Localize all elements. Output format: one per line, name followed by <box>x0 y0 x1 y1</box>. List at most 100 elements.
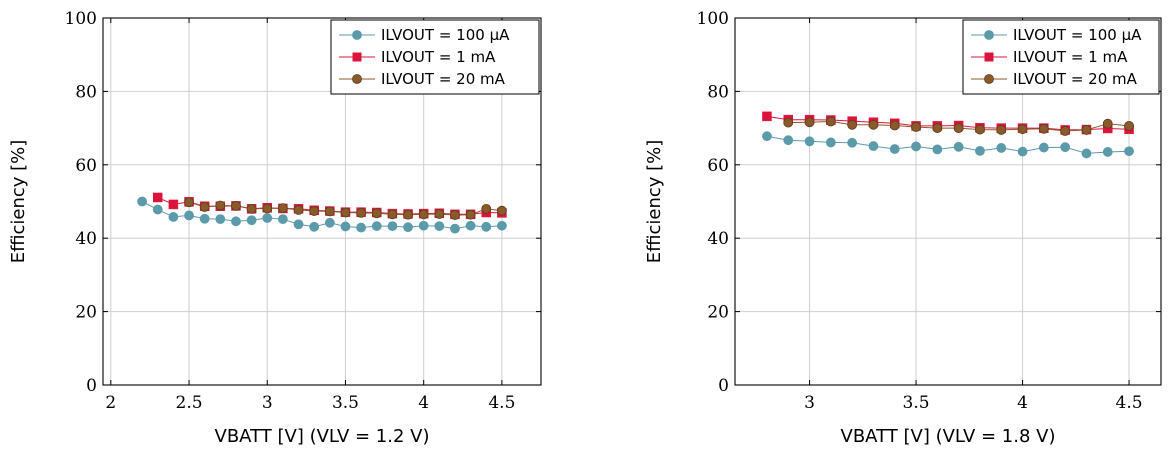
legend-label: ILVOUT = 20 mA <box>1013 70 1138 88</box>
legend-entry: ILVOUT = 20 mA <box>971 70 1138 88</box>
legend-entry: ILVOUT = 1 mA <box>339 48 496 66</box>
series-line <box>766 135 1130 154</box>
data-point <box>246 215 257 226</box>
data-point <box>1017 146 1028 157</box>
series-1 <box>762 111 1134 135</box>
x-tick-label: 4 <box>418 393 429 413</box>
series-0 <box>137 196 507 234</box>
data-point <box>277 203 288 214</box>
data-point <box>783 135 794 146</box>
y-tick-label: 20 <box>707 303 729 323</box>
data-point <box>911 122 921 132</box>
data-point <box>1038 123 1049 134</box>
data-point <box>215 200 226 211</box>
data-point <box>387 209 398 220</box>
data-point <box>450 223 460 234</box>
y-tick-label: 0 <box>86 376 97 396</box>
data-point <box>1081 148 1092 159</box>
data-point <box>868 119 879 130</box>
data-point <box>975 124 985 135</box>
data-point <box>153 192 163 203</box>
data-point <box>1124 146 1134 157</box>
legend-label: ILVOUT = 100 μA <box>381 26 510 44</box>
data-point <box>825 137 836 148</box>
x-tick-label: 3.5 <box>332 393 359 413</box>
data-point <box>168 212 179 222</box>
data-point <box>137 196 148 207</box>
data-point <box>418 209 429 220</box>
legend-entry: ILVOUT = 100 μA <box>971 26 1142 44</box>
x-axis-label: VBATT [V] (VLV = 1.2 V) <box>215 426 430 447</box>
data-point <box>293 219 304 230</box>
x-tick-label: 2.5 <box>176 393 203 413</box>
data-point <box>199 213 210 224</box>
legend-marker <box>984 52 994 62</box>
x-tick-label: 3.5 <box>903 393 930 413</box>
y-tick-label: 40 <box>707 229 729 249</box>
data-point <box>1017 124 1028 135</box>
data-point <box>262 213 273 223</box>
y-tick-label: 20 <box>75 303 97 323</box>
data-point <box>1102 147 1113 157</box>
plot-frame <box>734 17 1162 386</box>
legend-entry: ILVOUT = 1 mA <box>971 48 1128 66</box>
data-point <box>1060 142 1071 153</box>
data-point <box>825 116 836 127</box>
data-point <box>465 209 476 220</box>
data-point <box>293 205 304 215</box>
data-point <box>932 123 943 134</box>
x-tick-label: 2 <box>105 393 116 413</box>
data-point <box>804 117 815 128</box>
legend-marker <box>984 30 994 40</box>
data-point <box>231 201 241 211</box>
data-point <box>215 214 226 225</box>
legend-marker <box>352 30 362 40</box>
data-point <box>847 137 858 148</box>
legend-marker <box>352 74 362 84</box>
data-point <box>996 125 1007 135</box>
data-point <box>762 111 772 122</box>
legend-label: ILVOUT = 20 mA <box>381 70 506 88</box>
data-point <box>403 222 413 233</box>
data-point <box>1038 142 1049 153</box>
series-0 <box>762 131 1134 159</box>
legend-label: ILVOUT = 1 mA <box>1013 48 1128 66</box>
data-point <box>889 120 900 131</box>
legend-marker <box>984 74 994 84</box>
data-point <box>868 141 879 151</box>
data-point <box>953 123 964 134</box>
data-point <box>309 206 320 216</box>
data-point <box>481 203 492 214</box>
y-tick-label: 60 <box>707 156 729 176</box>
plot-frame <box>102 17 542 386</box>
y-tick-label: 60 <box>75 156 97 176</box>
data-point <box>496 220 507 231</box>
data-point <box>340 221 351 232</box>
data-point <box>1081 125 1092 135</box>
data-point <box>309 221 320 232</box>
y-tick-label: 80 <box>75 82 97 102</box>
data-point <box>783 117 794 128</box>
data-point <box>340 207 351 218</box>
legend-entry: ILVOUT = 20 mA <box>339 70 506 88</box>
data-point <box>371 221 382 231</box>
y-tick-label: 80 <box>707 82 729 102</box>
data-point <box>168 199 179 210</box>
data-point <box>847 119 858 130</box>
data-point <box>184 197 194 208</box>
data-point <box>932 144 943 155</box>
legend: ILVOUT = 100 μA ILVOUT = 1 mA ILVOUT = 20 … <box>962 19 1160 95</box>
data-point <box>1102 118 1113 129</box>
data-point <box>324 206 335 217</box>
legend-entry: ILVOUT = 100 μA <box>339 26 510 44</box>
data-point <box>434 209 445 219</box>
data-point <box>277 214 288 225</box>
data-point <box>262 203 273 214</box>
data-point <box>975 145 985 156</box>
legend-marker <box>352 52 362 62</box>
series-2 <box>783 116 1134 136</box>
efficiency-chart-vlv-1-8: 3 3.5 4 4.5 0 20 40 60 80 100 VBATT [V] (VLV = 1.8… <box>644 9 1162 447</box>
efficiency-chart-vlv-1-2: 2 2.5 3 3.5 4 4.5 0 20 40 60 80 100 VBATT [V] (VLV =… <box>8 9 542 447</box>
data-point <box>911 141 921 152</box>
